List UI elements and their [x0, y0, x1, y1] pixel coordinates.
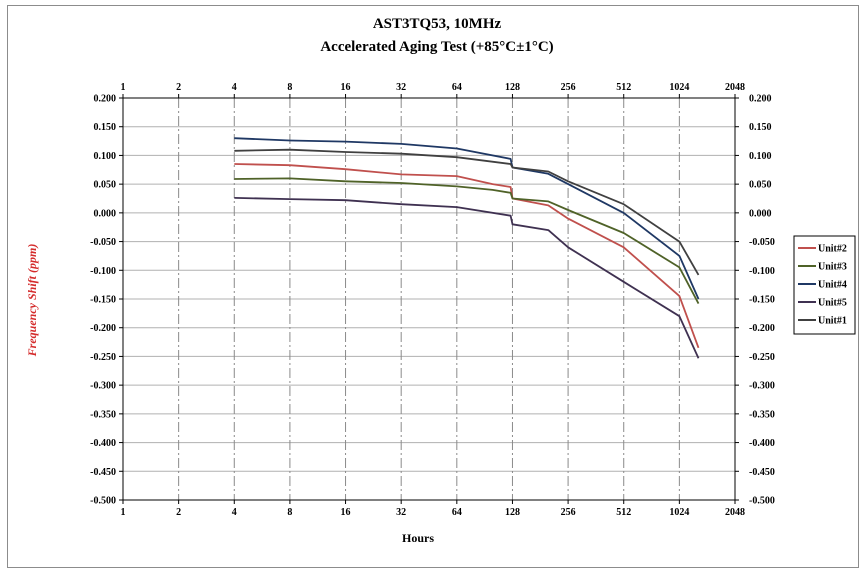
series-line-unit2 — [234, 163, 700, 349]
x-tick-label-bottom: 2048 — [725, 507, 745, 518]
x-tick-label-bottom: 256 — [561, 507, 576, 518]
x-tick-label-bottom: 8 — [287, 507, 292, 518]
y-tick-label-right: -0.100 — [749, 266, 775, 277]
y-tick-label-right: 0.200 — [749, 94, 772, 105]
legend-entry-label: Unit#1 — [818, 316, 847, 327]
x-tick-label-top: 4 — [232, 82, 237, 93]
y-tick-label-right: 0.000 — [749, 208, 772, 219]
series-line-unit1 — [234, 148, 700, 276]
y-tick-label-right: -0.050 — [749, 237, 775, 248]
x-tick-label-top: 32 — [396, 82, 406, 93]
y-tick-label-left: -0.200 — [90, 323, 116, 334]
x-tick-label-bottom: 2 — [176, 507, 181, 518]
y-tick-label-left: 0.150 — [94, 122, 117, 133]
x-tick-label-bottom: 1024 — [669, 507, 689, 518]
x-tick-label-top: 1 — [121, 82, 126, 93]
legend-entry-label: Unit#5 — [818, 298, 847, 309]
x-tick-label-top: 2048 — [725, 82, 745, 93]
series-lines — [234, 137, 700, 359]
x-axis-label: Hours — [402, 531, 434, 545]
y-tick-label-left: 0.200 — [94, 94, 117, 105]
legend-entry-label: Unit#3 — [818, 262, 847, 273]
x-tick-label-bottom: 4 — [232, 507, 237, 518]
y-tick-label-right: -0.450 — [749, 467, 775, 478]
y-tick-label-left: -0.150 — [90, 295, 116, 306]
y-tick-label-right: -0.300 — [749, 381, 775, 392]
x-tick-label-top: 512 — [616, 82, 631, 93]
y-tick-label-left: -0.400 — [90, 438, 116, 449]
series-line-unit4 — [234, 137, 700, 300]
x-tick-label-top: 1024 — [669, 82, 689, 93]
legend-entry-label: Unit#2 — [818, 244, 847, 255]
x-tick-label-bottom: 32 — [396, 507, 406, 518]
y-tick-label-left: 0.100 — [94, 151, 117, 162]
y-tick-label-left: -0.050 — [90, 237, 116, 248]
x-tick-label-top: 128 — [505, 82, 520, 93]
x-tick-label-top: 16 — [341, 82, 351, 93]
y-tick-label-left: -0.450 — [90, 467, 116, 478]
x-tick-label-bottom: 512 — [616, 507, 631, 518]
series-line-unit5 — [234, 197, 700, 359]
chart-frame — [7, 5, 859, 568]
y-tick-label-left: -0.350 — [90, 409, 116, 420]
tick-labels: 0.200 0.200 0.150 0.150 0.100 0.100 0.050 0.050… — [90, 82, 775, 518]
x-tick-label-top: 2 — [176, 82, 181, 93]
y-tick-label-right: -0.200 — [749, 323, 775, 334]
y-tick-label-left: 0.050 — [94, 180, 117, 191]
y-tick-label-right: 0.050 — [749, 180, 772, 191]
x-tick-label-top: 64 — [452, 82, 462, 93]
y-tick-label-left: 0.000 — [94, 208, 117, 219]
chart-title: AST3TQ53, 10MHz — [373, 16, 502, 32]
y-tick-label-right: -0.350 — [749, 409, 775, 420]
x-tick-label-top: 8 — [287, 82, 292, 93]
plot-area-border — [122, 97, 736, 501]
legend: Unit#2 Unit#3 Unit#4 Unit#5 Unit#1 — [793, 235, 856, 335]
y-tick-label-right: -0.400 — [749, 438, 775, 449]
series-line-unit3 — [234, 177, 700, 305]
y-tick-label-left: -0.100 — [90, 266, 116, 277]
y-tick-label-right: -0.500 — [749, 496, 775, 507]
chart-subtitle: Accelerated Aging Test (+85°C±1°C) — [320, 39, 553, 55]
x-tick-label-bottom: 64 — [452, 507, 462, 518]
y-tick-label-right: 0.150 — [749, 122, 772, 133]
y-tick-label-left: -0.250 — [90, 352, 116, 363]
x-tick-label-bottom: 128 — [505, 507, 520, 518]
y-tick-label-left: -0.500 — [90, 496, 116, 507]
y-tick-label-right: 0.100 — [749, 151, 772, 162]
x-tick-label-top: 256 — [561, 82, 576, 93]
legend-entry-label: Unit#4 — [818, 280, 847, 291]
y-tick-label-right: -0.150 — [749, 295, 775, 306]
y-tick-label-right: -0.250 — [749, 352, 775, 363]
x-tick-label-bottom: 16 — [341, 507, 351, 518]
y-tick-label-left: -0.300 — [90, 381, 116, 392]
x-tick-label-bottom: 1 — [121, 507, 126, 518]
y-axis-label: Frequency Shift (ppm) — [25, 244, 39, 358]
